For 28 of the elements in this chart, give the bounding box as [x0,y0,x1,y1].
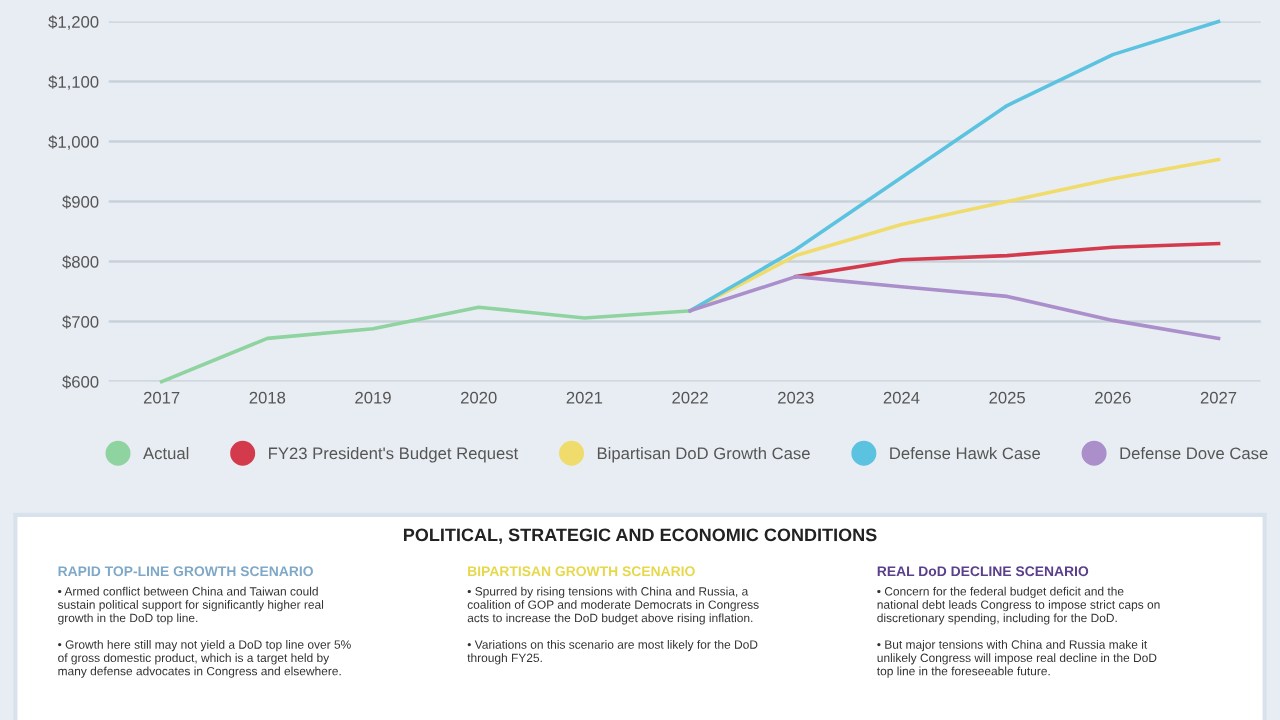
x-tick-label: 2025 [989,391,1025,404]
x-tick-label: 2019 [355,391,391,404]
legend-label: Bipartisan DoD Growth Case [597,447,810,463]
line-series [688,19,1221,313]
x-tick-label: 2024 [883,391,920,404]
y-tick-label: $1,100 [48,75,99,90]
x-tick-label: 2023 [778,391,814,404]
x-tick-label: 2017 [143,391,180,404]
line-series [688,274,1221,341]
x-tick-label: 2018 [249,391,286,404]
y-tick-label: $1,000 [48,135,99,150]
x-tick-label: 2020 [461,391,497,404]
x-tick-label: 2027 [1200,391,1237,404]
legend-label: FY23 President's Budget Request [269,447,519,463]
legend-label: Defense Hawk Case [890,447,1041,460]
legend-label: Defense Dove Case [1120,447,1268,460]
line-series [793,241,1221,279]
x-tick-label: 2022 [672,391,708,404]
y-tick-label: $1,200 [48,15,99,30]
y-tick-label: $800 [62,255,99,269]
x-tick-label: 2021 [566,391,603,404]
y-tick-label: $900 [62,195,99,209]
legend-label: Actual [143,447,189,460]
y-tick-label: $700 [62,315,99,329]
line-series [159,305,692,384]
text: POLITICAL, STRATEGIC AND ECONOMIC CONDITIONS [403,528,877,544]
x-tick-label: 2026 [1095,391,1131,404]
y-tick-label: $600 [62,375,99,389]
